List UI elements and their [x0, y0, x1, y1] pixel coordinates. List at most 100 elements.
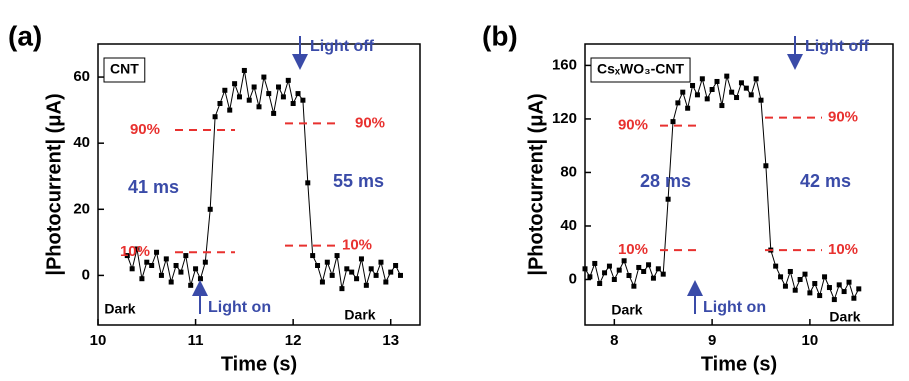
x-tick-label: 10: [90, 332, 107, 349]
panel: (a) 10 11 12 13 0 20 40 60 Time (s) |Photocurrent|…: [8, 20, 421, 375]
data-point: [197, 276, 203, 282]
data-point: [646, 262, 652, 268]
data-point: [665, 196, 671, 202]
data-point: [807, 290, 813, 296]
y-tick-label: 20: [73, 200, 90, 217]
legend-label: CsₓWO₃-CNT: [597, 61, 684, 77]
data-point: [354, 276, 360, 282]
legend-label: CNT: [110, 61, 139, 77]
y-tick-label: 40: [73, 134, 90, 151]
data-point: [183, 253, 189, 259]
data-point: [139, 276, 145, 282]
data-point: [393, 262, 399, 268]
y-tick-label: 120: [552, 110, 577, 127]
data-point: [129, 266, 135, 272]
y-axis-label: |Photocurrent| (μA): [525, 93, 547, 275]
level-label: 10%: [120, 243, 150, 260]
dark-label: Dark: [344, 307, 375, 323]
data-point: [763, 163, 769, 169]
data-point: [168, 279, 174, 285]
data-point: [856, 286, 862, 292]
data-point: [363, 282, 369, 288]
plot-frame: [97, 43, 421, 326]
data-point: [753, 76, 759, 82]
data-point: [748, 92, 754, 98]
legend-box: [590, 57, 691, 83]
data-point: [241, 67, 247, 73]
data-point: [324, 259, 330, 265]
data-point: [709, 86, 715, 92]
light-on-label: Light on: [208, 299, 271, 316]
data-point: [276, 84, 282, 90]
y-tick-label: 40: [560, 217, 577, 234]
data-point: [782, 283, 788, 289]
panel-label: (a): [8, 20, 42, 51]
data-point: [266, 91, 272, 97]
data-point: [246, 97, 252, 103]
data-point: [680, 89, 686, 95]
x-axis-label: Time (s): [701, 353, 777, 375]
data-point: [724, 73, 730, 79]
data-point: [851, 295, 857, 301]
data-point: [300, 97, 306, 103]
data-point: [388, 269, 394, 275]
data-point: [397, 272, 403, 278]
data-point: [602, 270, 608, 276]
data-point: [685, 105, 691, 111]
y-axis-label: |Photocurrent| (μA): [43, 93, 65, 275]
data-point: [582, 266, 588, 272]
level-label: 10%: [342, 237, 372, 254]
data-point: [232, 81, 238, 87]
data-point: [344, 266, 350, 272]
data-point: [758, 97, 764, 103]
data-point: [285, 77, 291, 83]
data-point: [592, 260, 598, 266]
level-label: 90%: [828, 109, 858, 126]
dark-label: Dark: [829, 309, 860, 325]
data-point: [792, 287, 798, 293]
data-point: [802, 271, 808, 277]
data-point: [178, 269, 184, 275]
data-point: [616, 267, 622, 273]
data-point: [378, 259, 384, 265]
data-point: [236, 94, 242, 100]
x-tick-label: 9: [708, 332, 716, 349]
light-on-label: Light on: [703, 299, 766, 316]
data-point: [251, 84, 257, 90]
data-point: [358, 256, 364, 262]
data-point: [694, 92, 700, 98]
data-point: [690, 82, 696, 88]
data-point: [778, 274, 784, 280]
data-point: [256, 104, 262, 110]
data-point: [193, 266, 199, 272]
data-point: [729, 89, 735, 95]
y-tick-label: 0: [569, 270, 577, 287]
data-point: [207, 206, 213, 212]
data-point: [719, 103, 725, 109]
data-point: [202, 259, 208, 265]
data-point: [124, 253, 130, 259]
fall-time: 55 ms: [333, 171, 384, 191]
data-point: [261, 74, 267, 80]
data-point: [227, 107, 233, 113]
data-point: [704, 96, 710, 102]
data-point: [626, 272, 632, 278]
data-point: [797, 277, 803, 283]
data-point: [587, 274, 593, 280]
data-point: [773, 263, 779, 269]
plot-frame: [584, 43, 894, 326]
data-point: [315, 262, 321, 268]
data-point: [271, 110, 277, 116]
data-point: [641, 268, 647, 274]
y-tick-label: 160: [552, 56, 577, 73]
legend-box: [103, 57, 146, 83]
rise-time: 28 ms: [640, 171, 691, 191]
data-point: [606, 263, 612, 269]
x-tick-label: 12: [285, 332, 302, 349]
data-point: [280, 94, 286, 100]
level-label: 90%: [130, 121, 160, 138]
fall-time: 42 ms: [800, 171, 851, 191]
data-point: [373, 272, 379, 278]
level-label: 10%: [618, 241, 648, 258]
